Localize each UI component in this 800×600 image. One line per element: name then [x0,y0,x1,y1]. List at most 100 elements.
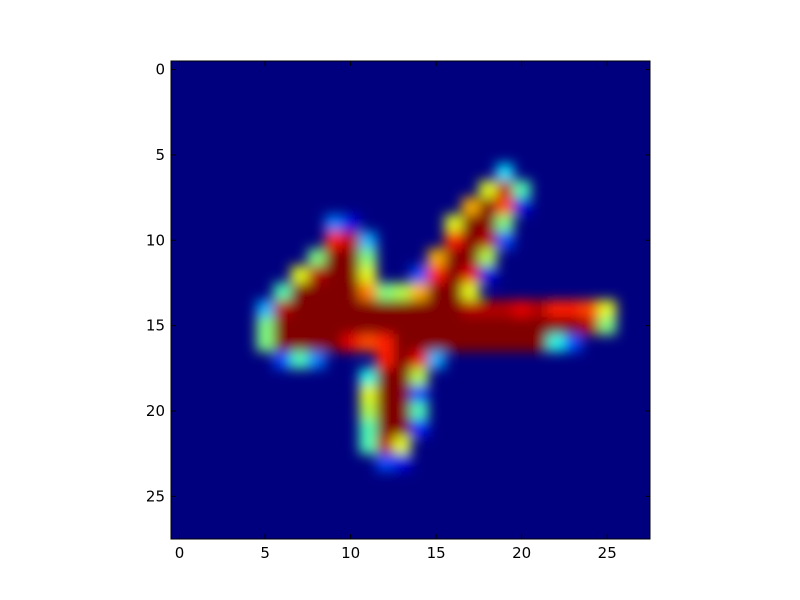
heatmap-cell [461,248,480,267]
heatmap-cell [478,180,497,199]
heatmap-cell [496,231,514,250]
heatmap-cell [393,385,411,403]
heatmap-cell [444,300,463,318]
heatmap-cell [444,334,463,352]
heatmap-cell [564,300,583,318]
heatmap-cell [324,231,343,250]
heatmap-cell [427,300,446,318]
heatmap-cell [307,351,326,369]
heatmap-cell [324,265,343,284]
heatmap-cell [393,436,411,455]
heatmap-cell [410,282,429,301]
x-tick-label: 15 [427,544,446,562]
y-tick-label: 5 [155,146,165,164]
heatmap-cell [393,282,411,301]
heatmap-cell [478,197,497,216]
x-tick-label: 5 [260,544,270,562]
heatmap-cell [496,317,514,335]
heatmap-cell [342,248,360,267]
heatmap-cell [256,334,275,352]
heatmap-cell [444,248,463,267]
heatmap-cell [461,214,480,233]
heatmap-cell [496,197,514,216]
heatmap-cell [376,453,394,472]
x-tick-label: 10 [341,544,360,562]
x-tick-label: 0 [175,544,185,562]
heatmap-cell [427,265,446,284]
heatmap-cell [530,334,548,352]
heatmap-cell [496,214,514,233]
y-tick-label: 25 [146,487,165,505]
heatmap-cell [461,197,480,216]
heatmap-cell [410,368,429,386]
heatmap-cell [359,334,377,352]
heatmap-cell [513,334,531,352]
heatmap-cell [256,317,275,335]
heatmap-cell [359,436,377,455]
heatmap-cell [307,334,326,352]
heatmap-cell [359,282,377,301]
heatmap-cells [256,163,617,472]
x-tick-label: 25 [598,544,617,562]
heatmap-cell [342,334,360,352]
heatmap-cell [376,317,394,335]
heatmap-cell [324,248,343,267]
heatmap-cell [307,300,326,318]
heatmap-cell [547,334,565,352]
heatmap-cell [290,282,309,301]
heatmap-cell [376,282,394,301]
heatmap-cell [444,214,463,233]
heatmap-cell [461,300,480,318]
heatmap-cell [290,317,309,335]
heatmap-cell [342,214,360,233]
heatmap-cell [376,300,394,318]
x-axis-tick-labels: 0 5 10 15 20 25 [175,544,617,562]
heatmap-cell [410,265,429,284]
plot-frame [170,60,651,540]
heatmap-cell [393,334,411,352]
heatmap-cell [478,231,497,250]
heatmap-cell [513,300,531,318]
y-tick-label: 15 [146,317,165,335]
heatmap-cell [376,402,394,420]
heatmap-cell [393,317,411,335]
y-tick-label: 20 [146,402,165,420]
heatmap-cell [410,334,429,352]
heatmap-cell [342,231,360,250]
heatmap-cell [496,163,514,181]
heatmap-cell [478,214,497,233]
heatmap-cell [359,265,377,284]
heatmap-cell [581,317,600,335]
heatmap-cell [410,419,429,438]
heatmap-cell [376,334,394,352]
heatmap-cell [478,334,497,352]
heatmap-cell [393,300,411,318]
heatmap-cell [307,282,326,301]
heatmap-cell [324,214,343,233]
heatmap-cell [581,300,600,318]
heatmap-cell [530,317,548,335]
heatmap-cell [393,453,411,472]
heatmap-cell [324,317,343,335]
heatmap-cell [410,351,429,369]
heatmap-cell [478,248,497,267]
heatmap-cell [410,402,429,420]
heatmap-cell [376,385,394,403]
heatmap-cell [290,334,309,352]
heatmap-cell [513,197,531,216]
heatmap-cell [444,231,463,250]
heatmap-cell [461,317,480,335]
heatmap-cell [427,334,446,352]
heatmap-cell [444,317,463,335]
heatmap-cell [307,265,326,284]
y-axis-tick-labels: 0 5 10 15 20 25 [146,61,165,506]
heatmap-cell [359,231,377,250]
heatmap-cell [427,248,446,267]
heatmap-cell [427,317,446,335]
heatmap-cell [461,334,480,352]
heatmap-cell [461,265,480,284]
heatmap-cell [273,317,292,335]
heatmap-cell [444,265,463,284]
heatmap-cell [478,300,497,318]
heatmap-cell [393,419,411,438]
